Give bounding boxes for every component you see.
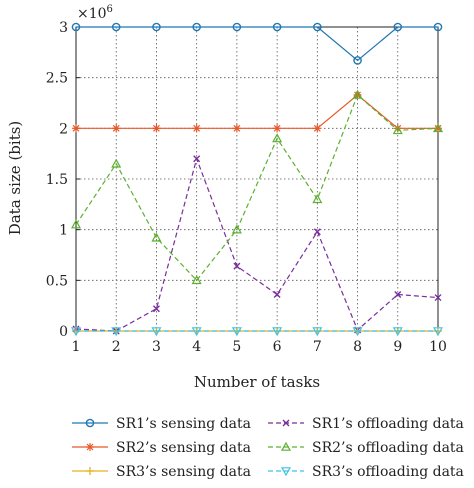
- data-point: [191, 275, 202, 285]
- y-tick-label: 1.5: [46, 172, 68, 188]
- legend-marker: [280, 467, 292, 477]
- data-point: [392, 125, 403, 135]
- legend-label: SR1’s sensing data: [116, 416, 251, 432]
- series-line: [76, 26, 438, 62]
- legend-label: SR3’s offloading data: [312, 464, 464, 480]
- x-tick-label: 5: [232, 339, 241, 355]
- series-line: [75, 93, 439, 282]
- series-5: [70, 89, 444, 285]
- data-point: [392, 327, 403, 337]
- series-6: [70, 327, 444, 337]
- legend-marker: [85, 418, 95, 428]
- x-tick-label: 4: [192, 339, 201, 355]
- x-tick-label: 9: [393, 339, 402, 355]
- data-point: [232, 22, 242, 32]
- data-point: [353, 56, 362, 65]
- data-point: [313, 228, 321, 236]
- data-point: [352, 89, 363, 99]
- series-layer: [70, 22, 444, 337]
- data-point: [432, 123, 444, 133]
- data-point: [273, 124, 282, 133]
- series-line: [75, 156, 439, 332]
- y-axis-multiplier-exponent: 6: [107, 4, 113, 15]
- y-axis-multiplier: ×106: [77, 4, 113, 22]
- data-point: [192, 124, 201, 133]
- data-point: [231, 224, 242, 234]
- data-point: [191, 327, 202, 337]
- series-1: [71, 22, 443, 65]
- legend-item: SR2’s offloading data: [268, 440, 464, 456]
- x-tick-label: 10: [429, 339, 447, 355]
- data-point: [272, 133, 283, 143]
- series-line: [76, 94, 438, 129]
- data-point: [393, 22, 403, 32]
- legend-item: SR3’s offloading data: [268, 464, 464, 480]
- data-point: [312, 194, 323, 204]
- x-tick-label: 2: [112, 339, 121, 355]
- data-point: [111, 22, 121, 32]
- x-axis-title: Number of tasks: [194, 373, 320, 391]
- y-tick-label: 2.5: [46, 71, 68, 87]
- data-point: [112, 124, 121, 133]
- data-point: [151, 327, 162, 337]
- legend-label: SR2’s sensing data: [116, 440, 251, 456]
- data-point: [72, 124, 80, 133]
- data-point: [231, 327, 242, 337]
- data-point: [272, 327, 283, 337]
- legend-item: SR2’s sensing data: [72, 440, 251, 456]
- legend-marker: [282, 419, 290, 427]
- legend-marker: [280, 441, 292, 451]
- data-point: [352, 327, 363, 337]
- data-point: [151, 232, 162, 242]
- y-tick-label: 1: [59, 223, 68, 239]
- data-point: [193, 155, 201, 163]
- data-point: [273, 291, 281, 299]
- data-point: [434, 124, 442, 133]
- data-point: [394, 291, 402, 299]
- y-tick-label: 2: [59, 121, 68, 137]
- y-tick-label: 0: [59, 324, 68, 340]
- x-tick-label: 7: [313, 339, 322, 355]
- data-point: [152, 305, 160, 313]
- y-tick-label: 0.5: [46, 273, 68, 289]
- x-tick-label: 6: [273, 339, 282, 355]
- data-point: [111, 158, 122, 168]
- legend: SR1’s sensing data SR2’s sensing data SR3’…: [72, 416, 464, 480]
- x-tick-label: 8: [353, 339, 362, 355]
- data-point: [313, 124, 322, 133]
- data-point: [272, 22, 282, 32]
- data-point: [152, 22, 161, 32]
- data-point: [111, 327, 122, 337]
- y-axis-title: Data size (bits): [6, 121, 24, 236]
- data-point: [432, 327, 444, 337]
- legend-item: SR1’s sensing data: [72, 416, 251, 432]
- legend-label: SR1’s offloading data: [312, 416, 464, 432]
- data-point: [433, 22, 443, 32]
- data-point: [152, 124, 161, 133]
- x-tick-label: 3: [152, 339, 161, 355]
- data-point: [71, 22, 81, 32]
- legend-marker: [86, 467, 94, 475]
- data-point: [233, 262, 241, 270]
- legend-marker: [86, 443, 94, 451]
- data-point: [312, 327, 323, 337]
- data-point: [313, 22, 322, 32]
- y-tick-label: 3: [59, 20, 68, 36]
- data-point: [434, 294, 442, 302]
- series-2: [72, 90, 442, 133]
- legend-item: SR3’s sensing data: [72, 464, 251, 480]
- data-point: [70, 219, 82, 229]
- x-tick-label: 1: [72, 339, 81, 355]
- legend-item: SR1’s offloading data: [268, 416, 464, 432]
- data-point: [393, 124, 402, 133]
- legend-label: SR3’s sensing data: [116, 464, 251, 480]
- data-point: [192, 22, 201, 32]
- legend-label: SR2’s offloading data: [312, 440, 464, 456]
- data-point: [70, 327, 82, 337]
- data-point: [232, 124, 241, 133]
